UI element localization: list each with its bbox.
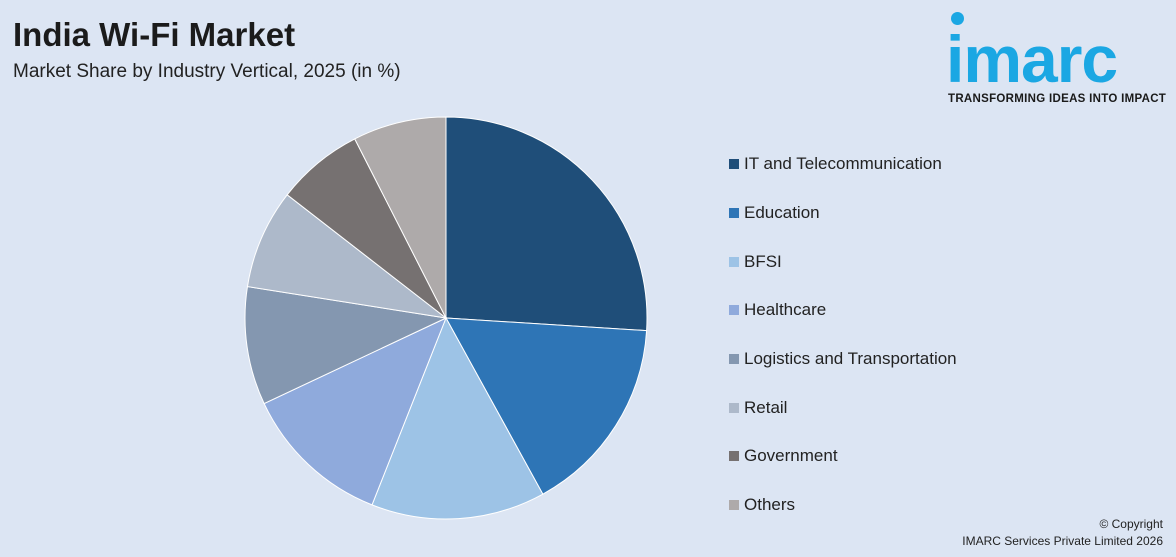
legend-label: Government — [744, 446, 838, 466]
legend-label: Others — [744, 495, 796, 515]
pie-slice-education — [445, 317, 648, 495]
legend-swatch — [729, 500, 739, 511]
legend-swatch — [729, 256, 739, 267]
pie-slice-it-and-telecommunication — [445, 116, 648, 332]
legend-item-logistics-and-transportation: Logistics and Transportation — [729, 335, 957, 384]
chart-legend: IT and Telecommunication Education BFSI Hea… — [729, 140, 957, 530]
logo-tagline: TRANSFORMING IDEAS INTO IMPACT — [948, 93, 1167, 105]
legend-item-healthcare: Healthcare — [729, 286, 957, 335]
pie-slice-healthcare — [263, 317, 447, 506]
legend-item-government: Government — [729, 432, 957, 481]
legend-label: BFSI — [744, 251, 782, 271]
logo-dot-icon — [951, 12, 964, 25]
legend-swatch — [729, 402, 739, 413]
pie-slice-bfsi — [371, 316, 544, 520]
chart-title: India Wi-Fi Market — [13, 16, 296, 53]
legend-item-others: Others — [729, 481, 957, 530]
chart-subtitle: Market Share by Industry Vertical, 2025 … — [13, 61, 401, 82]
copyright-notice: © Copyright IMARC Services Private Limit… — [962, 516, 1163, 550]
legend-label: Retail — [744, 397, 788, 417]
legend-item-education: Education — [729, 189, 957, 238]
legend-label: Logistics and Transportation — [744, 349, 957, 369]
legend-swatch — [729, 208, 739, 219]
legend-label: Healthcare — [744, 300, 827, 320]
pie-slice-retail — [246, 194, 447, 319]
legend-item-bfsi: BFSI — [729, 237, 957, 286]
legend-swatch — [729, 305, 739, 316]
copyright-line: © Copyright — [1099, 517, 1163, 531]
legend-label: IT and Telecommunication — [744, 154, 942, 174]
legend-label: Education — [744, 203, 820, 223]
pie-slice-others — [354, 116, 447, 319]
legend-swatch — [729, 451, 739, 462]
legend-swatch — [729, 354, 739, 365]
pie-slice-logistics-and-transportation — [244, 285, 448, 405]
copyright-company: IMARC Services Private Limited 2026 — [962, 534, 1163, 548]
legend-item-retail: Retail — [729, 383, 957, 432]
pie-chart — [244, 116, 648, 520]
logo-wordmark: imarc — [946, 22, 1118, 96]
legend-item-it-and-telecommunication: IT and Telecommunication — [729, 140, 957, 189]
imarc-logo: imarc TRANSFORMING IDEAS INTO IMPACT — [944, 12, 1172, 108]
legend-swatch — [729, 159, 739, 170]
